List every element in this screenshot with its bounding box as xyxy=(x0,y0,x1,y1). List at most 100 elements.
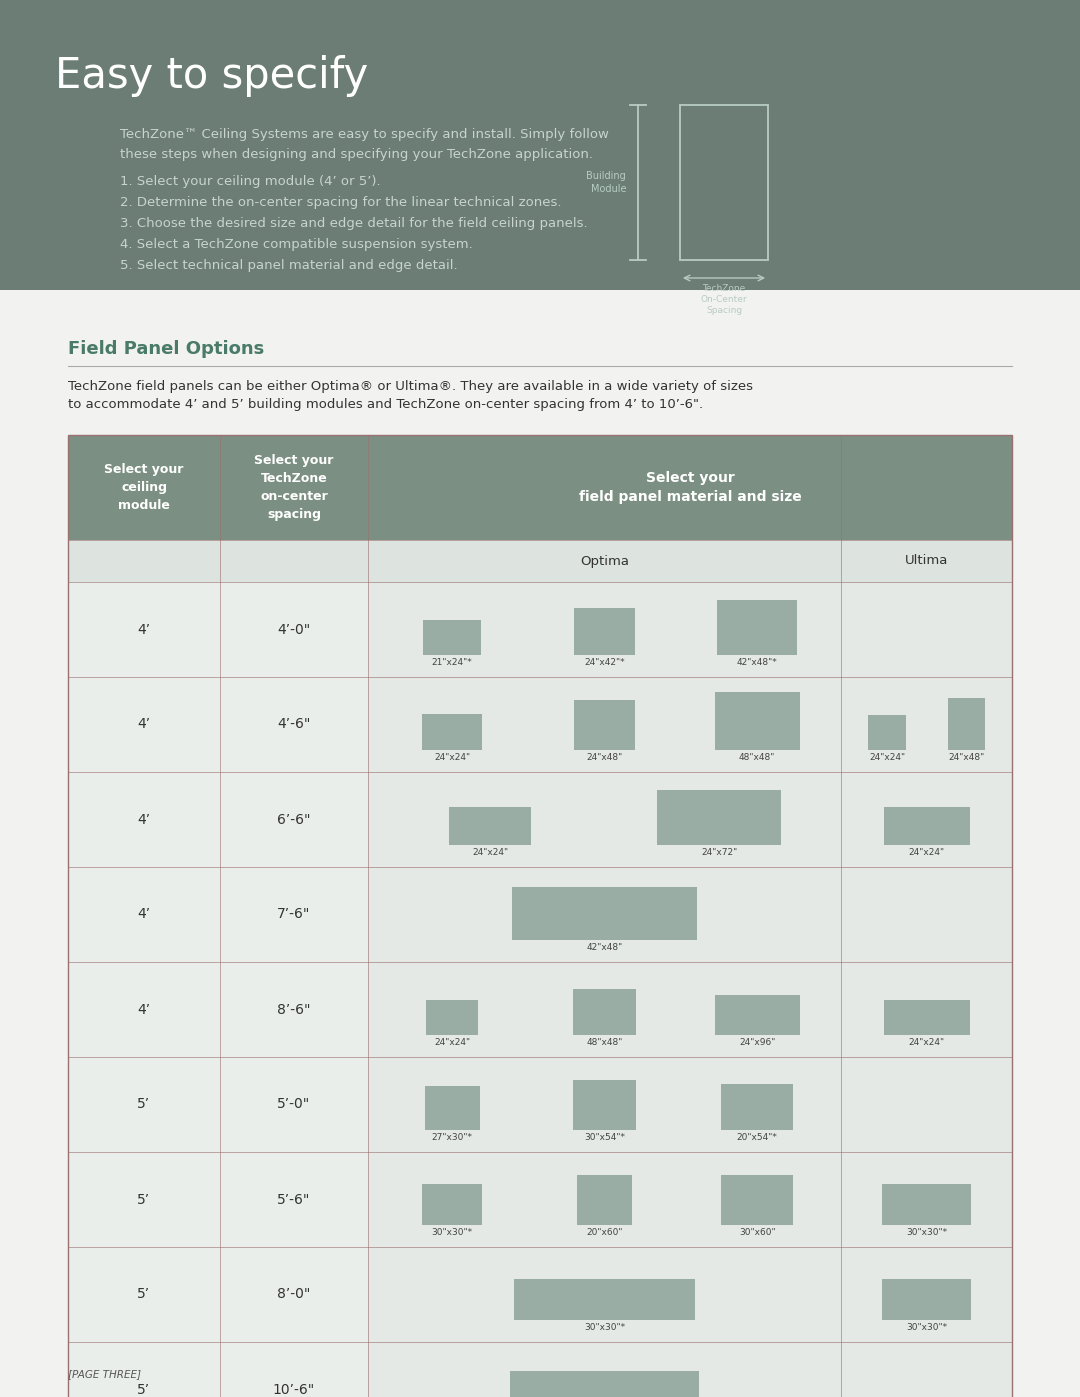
Bar xyxy=(68,963,220,1058)
Text: 24"x24": 24"x24" xyxy=(869,753,905,761)
Bar xyxy=(427,1000,478,1035)
Text: 24"x96": 24"x96" xyxy=(739,1038,775,1046)
Text: these steps when designing and specifying your TechZone application.: these steps when designing and specifyin… xyxy=(120,148,593,161)
Bar xyxy=(368,1153,1012,1248)
Bar xyxy=(368,1343,1012,1397)
Bar xyxy=(220,678,368,773)
Text: [PAGE THREE]: [PAGE THREE] xyxy=(68,1369,141,1379)
Text: 4’-0": 4’-0" xyxy=(278,623,311,637)
Text: 24"x42"*: 24"x42"* xyxy=(584,658,625,666)
Bar xyxy=(368,868,1012,963)
Text: 5. Select technical panel material and edge detail.: 5. Select technical panel material and e… xyxy=(120,258,458,272)
Bar xyxy=(883,1000,970,1035)
Text: 6’-6": 6’-6" xyxy=(278,813,311,827)
Bar xyxy=(68,1248,220,1343)
Bar xyxy=(220,1058,368,1153)
Bar xyxy=(424,1085,480,1130)
Bar xyxy=(422,1185,483,1225)
Bar xyxy=(68,1153,220,1248)
Bar xyxy=(883,807,970,845)
Text: 42"x48"*: 42"x48"* xyxy=(737,658,778,666)
Text: TechZone™ Ceiling Systems are easy to specify and install. Simply follow: TechZone™ Ceiling Systems are easy to sp… xyxy=(120,129,609,141)
Text: 5’: 5’ xyxy=(137,1193,150,1207)
Bar xyxy=(514,1280,696,1320)
Bar xyxy=(510,1370,700,1397)
Text: 24"x24": 24"x24" xyxy=(434,753,470,761)
Bar xyxy=(220,773,368,868)
Bar xyxy=(680,105,768,260)
Text: 24"x72": 24"x72" xyxy=(701,848,738,856)
Text: 20"x60": 20"x60" xyxy=(586,1228,623,1236)
Text: Select your
ceiling
module: Select your ceiling module xyxy=(105,462,184,511)
Bar xyxy=(68,868,220,963)
Bar xyxy=(368,583,1012,678)
Text: 30"x30"*: 30"x30"* xyxy=(906,1228,947,1236)
Text: 4’: 4’ xyxy=(137,718,150,732)
Text: 1. Select your ceiling module (4’ or 5’).: 1. Select your ceiling module (4’ or 5’)… xyxy=(120,175,380,189)
Bar xyxy=(220,1248,368,1343)
Text: TechZone
On-Center
Spacing: TechZone On-Center Spacing xyxy=(701,284,747,316)
Bar xyxy=(368,963,1012,1058)
Text: 3. Choose the desired size and edge detail for the field ceiling panels.: 3. Choose the desired size and edge deta… xyxy=(120,217,588,231)
Text: 4’: 4’ xyxy=(137,1003,150,1017)
Bar xyxy=(948,698,985,750)
Bar xyxy=(68,1343,220,1397)
Bar xyxy=(68,541,1012,583)
Text: 24"x24": 24"x24" xyxy=(434,1038,470,1046)
Bar xyxy=(658,791,781,845)
Text: 4. Select a TechZone compatible suspension system.: 4. Select a TechZone compatible suspensi… xyxy=(120,237,473,251)
Bar xyxy=(0,0,1080,291)
Text: 24"x24": 24"x24" xyxy=(908,848,945,856)
Bar xyxy=(512,887,698,940)
Text: 8’-6": 8’-6" xyxy=(278,1003,311,1017)
Bar xyxy=(423,620,481,655)
Text: 24"x48": 24"x48" xyxy=(586,753,623,761)
Bar xyxy=(717,601,797,655)
Text: Optima: Optima xyxy=(580,555,630,567)
Text: 30"x60": 30"x60" xyxy=(739,1228,775,1236)
Text: Ultima: Ultima xyxy=(905,555,948,567)
Bar xyxy=(573,989,636,1035)
Bar xyxy=(220,868,368,963)
Bar xyxy=(220,1153,368,1248)
Text: 5’: 5’ xyxy=(137,1098,150,1112)
Bar xyxy=(577,1175,632,1225)
Text: 42"x48": 42"x48" xyxy=(586,943,623,951)
Bar xyxy=(68,678,220,773)
Text: 5’-0": 5’-0" xyxy=(278,1098,311,1112)
Bar xyxy=(575,700,635,750)
Text: 4’: 4’ xyxy=(137,908,150,922)
Text: 48"x48": 48"x48" xyxy=(739,753,775,761)
Bar xyxy=(68,434,1012,1397)
Bar xyxy=(882,1280,971,1320)
Text: 30"x54"*: 30"x54"* xyxy=(584,1133,625,1141)
Text: 7’-6": 7’-6" xyxy=(278,908,311,922)
Text: 5’-6": 5’-6" xyxy=(278,1193,311,1207)
Bar xyxy=(68,1058,220,1153)
Bar xyxy=(220,963,368,1058)
Bar xyxy=(422,714,483,750)
Bar xyxy=(721,1175,793,1225)
Text: 30"x30"*: 30"x30"* xyxy=(432,1228,473,1236)
Text: 2. Determine the on-center spacing for the linear technical zones.: 2. Determine the on-center spacing for t… xyxy=(120,196,562,210)
Bar xyxy=(882,1185,971,1225)
Text: 5’: 5’ xyxy=(137,1383,150,1397)
Text: 48"x48": 48"x48" xyxy=(586,1038,623,1046)
Text: 5’: 5’ xyxy=(137,1288,150,1302)
Text: 30"x30"*: 30"x30"* xyxy=(584,1323,625,1331)
Text: Field Panel Options: Field Panel Options xyxy=(68,339,265,358)
Bar xyxy=(68,434,1012,541)
Bar xyxy=(715,996,799,1035)
Text: 24"x24": 24"x24" xyxy=(472,848,509,856)
Bar xyxy=(575,608,635,655)
Text: 10’-6": 10’-6" xyxy=(273,1383,315,1397)
Bar xyxy=(715,693,799,750)
Text: 4’: 4’ xyxy=(137,623,150,637)
Bar xyxy=(868,715,905,750)
Text: 20"x54"*: 20"x54"* xyxy=(737,1133,778,1141)
Bar xyxy=(368,773,1012,868)
Bar xyxy=(721,1084,793,1130)
Bar xyxy=(220,583,368,678)
Text: 27"x30"*: 27"x30"* xyxy=(432,1133,473,1141)
Text: Select your
field panel material and size: Select your field panel material and siz… xyxy=(579,471,801,504)
